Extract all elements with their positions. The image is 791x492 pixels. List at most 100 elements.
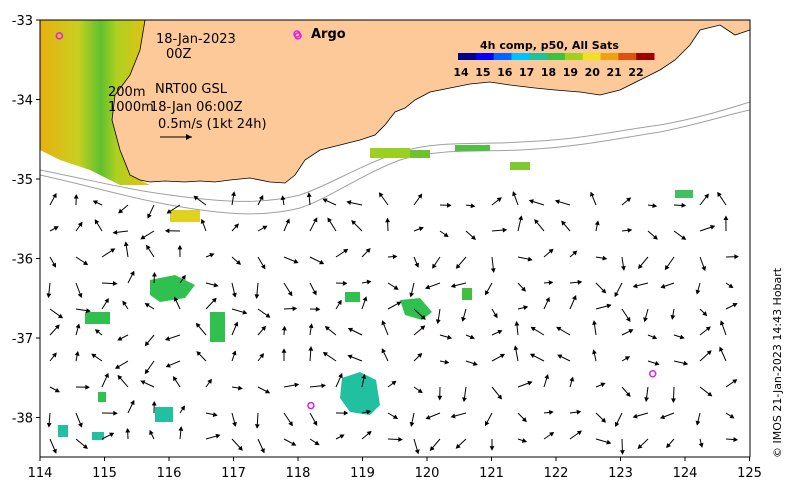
current-vector-head (437, 395, 443, 401)
current-vector-head (530, 326, 536, 332)
isobath-1000-label: 1000m (108, 100, 154, 115)
current-vector-head (285, 218, 290, 224)
current-vector-head (513, 345, 519, 351)
current-vector-head (46, 422, 52, 428)
current-vector-head (561, 220, 567, 226)
current-vector-head (347, 327, 354, 333)
current-vector-head (306, 192, 312, 198)
y-tick-label: -36 (12, 253, 33, 268)
current-vector-head (732, 303, 738, 308)
current-vector-head (472, 361, 478, 366)
current-vector-head (211, 297, 217, 303)
current-vector-head (396, 301, 402, 306)
current-vector-head (417, 388, 423, 394)
current-vector-head (577, 279, 583, 285)
current-vector-head (450, 413, 456, 419)
current-vector-head (258, 194, 264, 201)
current-vector-head (652, 334, 658, 340)
x-tick-label: 125 (737, 466, 762, 481)
current-vector-head (264, 389, 271, 394)
current-vector-head (732, 379, 738, 384)
argo-float-marker (649, 370, 657, 378)
x-tick-label: 123 (608, 466, 633, 481)
current-vector-head (381, 320, 387, 326)
current-vector-head (53, 226, 59, 231)
colorbar-segment (493, 53, 512, 60)
time-label: 00Z (166, 47, 192, 62)
current-vector-head (259, 353, 265, 359)
current-vector-head (123, 241, 129, 247)
colorbar-tick-label: 15 (475, 66, 490, 79)
current-vector-head (679, 334, 685, 340)
colorbar-tick-label: 18 (541, 66, 556, 79)
current-vector-head (632, 283, 638, 289)
current-vector-head (338, 373, 343, 379)
current-vector-head (425, 414, 431, 420)
x-tick-label: 116 (157, 466, 182, 481)
argo-legend-marker (293, 30, 301, 38)
current-vector-head (75, 323, 81, 329)
current-vector-head (496, 197, 502, 202)
current-vector-head (523, 305, 529, 311)
current-vector-head (362, 296, 368, 302)
current-vector-head (417, 352, 423, 358)
current-vector-head (590, 191, 595, 197)
current-vector-head (490, 268, 496, 273)
current-vector-head (489, 446, 495, 451)
current-vector-head (569, 376, 575, 382)
current-vector-head (698, 442, 704, 448)
current-vector-head (614, 421, 620, 428)
current-vector-head (420, 315, 426, 320)
current-vector-head (207, 378, 212, 384)
current-vector-head (195, 322, 201, 328)
current-vector-head (518, 215, 524, 221)
current-vectors (46, 191, 739, 455)
current-vector-head (734, 254, 739, 260)
current-vector-head (385, 217, 391, 223)
current-vector-head (409, 292, 415, 298)
current-vector-head (112, 230, 118, 235)
colorbar-tick-label: 16 (497, 66, 513, 79)
current-vector-head (231, 292, 237, 298)
current-vector-head (576, 409, 582, 415)
current-vector-head (140, 380, 146, 385)
current-vector-head (420, 325, 426, 331)
current-vector-head (46, 293, 52, 299)
colorbar-tick-label: 19 (563, 66, 578, 79)
current-vector-head (652, 234, 658, 240)
current-vector-head (462, 397, 467, 403)
current-vector-head (695, 289, 701, 295)
current-vector-head (181, 274, 186, 280)
current-vector-head (151, 271, 157, 277)
current-vector-head (261, 325, 267, 331)
current-vector-head (231, 350, 237, 356)
current-vector-head (621, 266, 626, 271)
current-vector-head (381, 348, 386, 354)
current-vector-head (681, 202, 687, 208)
current-vector-head (109, 432, 115, 438)
current-vector-head (443, 232, 449, 238)
current-vector-head (281, 348, 287, 353)
x-tick-label: 124 (673, 466, 698, 481)
current-vector-head (77, 221, 83, 227)
current-vector-head (321, 383, 326, 389)
current-vector-head (450, 283, 456, 288)
current-vector-head (706, 350, 712, 356)
colorbar-segment (547, 53, 566, 60)
colorbar-segment (636, 53, 655, 60)
y-tick-label: -37 (12, 332, 33, 347)
current-vector-head (339, 434, 345, 439)
current-vector-head (337, 299, 342, 305)
current-vector-head (83, 260, 89, 266)
current-vector-head (705, 326, 711, 332)
current-vector-head (707, 391, 713, 397)
current-vector-head (528, 199, 534, 204)
current-vector-head (557, 354, 563, 359)
colorbar-tick-label: 22 (628, 66, 643, 79)
colorbar-tick-label: 14 (453, 66, 469, 79)
colorbar-segment (582, 53, 602, 60)
current-vector-head (643, 317, 648, 323)
current-vector-head (392, 414, 399, 419)
current-vector-head (470, 203, 476, 209)
plot-area (40, 20, 750, 455)
